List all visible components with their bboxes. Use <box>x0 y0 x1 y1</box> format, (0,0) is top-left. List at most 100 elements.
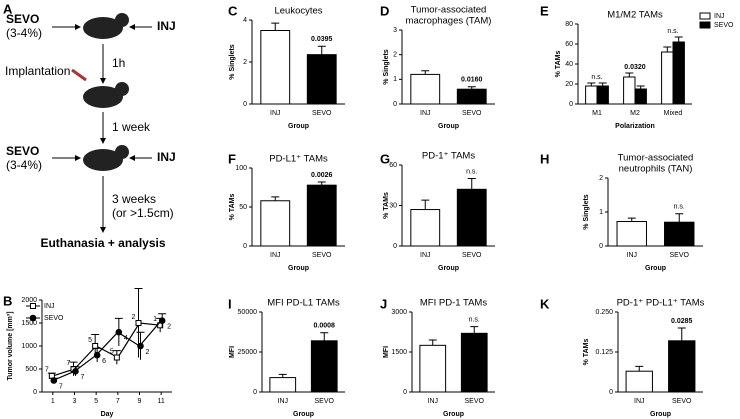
error-bar <box>674 36 683 42</box>
chart-title: Tumor-associated <box>618 153 694 164</box>
error-bar <box>677 327 686 341</box>
x-tick-label: INJ <box>270 252 281 259</box>
error-bar <box>317 45 326 55</box>
label: SEVO <box>6 12 39 26</box>
x-tick-label: 11 <box>158 398 165 405</box>
bar <box>269 377 297 393</box>
panel-letter: G <box>380 151 390 166</box>
line <box>52 320 162 382</box>
marker <box>158 317 166 325</box>
y-axis-label: Tumor volume [mm³] <box>7 311 14 380</box>
chart-title: MFI PD-L1 TAMs <box>267 298 340 309</box>
x-tick-label: M1 <box>592 110 602 117</box>
y-tick-label: 2 <box>243 59 247 66</box>
panel-letter: J <box>380 296 387 311</box>
legend-marker <box>29 314 37 322</box>
error-bar <box>271 22 280 31</box>
y-tick-label: 1500 <box>21 320 37 327</box>
chart-title: M1/M2 TAMs <box>607 10 663 21</box>
annotation: 0.0320 <box>624 64 646 71</box>
error-bar <box>421 199 430 210</box>
x-tick-label: INJ <box>270 110 281 117</box>
bar <box>668 340 696 393</box>
bar <box>456 88 487 105</box>
y-tick-label: 0 <box>609 389 613 396</box>
x-tick-label: SEVO <box>315 398 335 405</box>
bar <box>460 332 488 393</box>
point-label: 2 <box>132 314 136 321</box>
syringe-icon <box>71 68 87 82</box>
y-tick-label: 60 <box>389 162 397 169</box>
x-tick-label: SEVO <box>670 252 690 259</box>
x-tick-label: Mixed <box>664 110 683 117</box>
label: SEVO <box>6 144 39 158</box>
chart-title: MFI PD-1 TAMs <box>420 298 487 309</box>
marker <box>137 342 144 350</box>
label: 1 week <box>112 120 151 134</box>
x-tick-label: 3 <box>73 398 77 405</box>
schematic: A SEVO (3-4%) INJ 1h Implantation 1 week… <box>3 1 176 250</box>
legend-swatch <box>699 21 711 29</box>
y-tick-label: 1000 <box>21 343 37 350</box>
bar <box>625 370 653 393</box>
x-axis-label: Day <box>101 411 114 418</box>
panel-letter: A <box>3 1 13 16</box>
x-tick-label: INJ <box>278 398 289 405</box>
panel: F PD-L1⁺ TAMs 0 50 100 % TAMs Group INJ SEVO 0.00… <box>228 151 345 272</box>
label: Euthanasia + analysis <box>40 236 165 250</box>
marker <box>93 351 101 359</box>
x-tick-label: 5 <box>94 398 98 405</box>
x-tick-label: 9 <box>138 398 142 405</box>
bar <box>410 209 441 247</box>
y-tick-label: 0 <box>393 101 397 108</box>
point-label: 2 <box>167 324 171 331</box>
y-tick-label: 0.250 <box>595 309 613 316</box>
y-axis-label: % TAMs <box>229 194 236 221</box>
label: INJ <box>157 19 176 33</box>
y-tick-label: 500 <box>25 366 37 373</box>
bar <box>664 221 695 247</box>
chart-title: Leukocytes <box>274 6 322 17</box>
y-tick-label: 1 <box>599 209 603 216</box>
point-label: 4 <box>124 335 128 342</box>
panel-letter: K <box>540 296 550 311</box>
mouse-icon <box>115 82 129 96</box>
y-axis-label: % TAMs <box>383 192 390 219</box>
y-tick-label: 4 <box>243 17 247 24</box>
legend-label: SEVO <box>714 22 734 29</box>
error-bar <box>663 46 672 52</box>
marker <box>135 320 142 326</box>
bar <box>306 54 337 105</box>
x-tick-label: 1 <box>51 398 55 405</box>
x-tick-label: M2 <box>630 110 640 117</box>
error-bar <box>635 365 644 372</box>
y-tick-label: 1500 <box>391 349 407 356</box>
chart-title: PD-L1⁺ TAMs <box>269 154 328 165</box>
error-bar <box>470 326 479 334</box>
annotation: 0.0285 <box>671 318 693 325</box>
y-tick-label: 30 <box>389 202 397 209</box>
bar <box>456 188 487 247</box>
y-tick-label: 20 <box>565 81 573 88</box>
point-label: 7 <box>59 383 63 390</box>
x-tick-label: INJ <box>420 110 431 117</box>
annotation: n.s. <box>591 74 602 81</box>
y-axis-label: MFI <box>229 346 236 358</box>
y-tick-label: 60 <box>565 41 573 48</box>
marker <box>50 377 58 384</box>
point-label: 5 <box>88 337 92 344</box>
bar <box>585 85 598 105</box>
x-tick-label: SEVO <box>312 110 332 117</box>
chart-title: Tumor-associated <box>411 5 487 16</box>
chart-title: PD-1⁺ PD-L1⁺ TAMs <box>617 298 705 309</box>
panel: G PD-1⁺ TAMs 0 30 60 % TAMs Group INJ SEVO n.s. <box>380 151 495 272</box>
annotation: 0.0026 <box>311 172 333 179</box>
label: (or >1.5cm) <box>112 206 174 220</box>
panel: J MFI PD-1 TAMs 0 1500 3000 MFI Group INJ SEVO n.… <box>380 296 495 418</box>
bar <box>260 200 291 247</box>
point-label: 2 <box>146 349 150 356</box>
y-axis-label: % TAMs <box>583 339 590 366</box>
x-axis-label: Polarization <box>615 123 655 130</box>
marker <box>115 328 123 336</box>
